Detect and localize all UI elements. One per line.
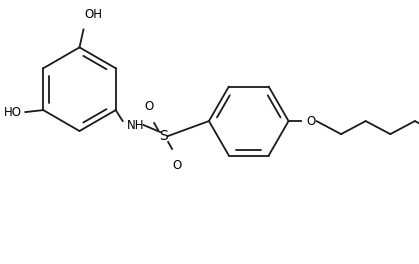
Text: O: O — [173, 159, 182, 172]
Text: HO: HO — [3, 106, 21, 119]
Text: OH: OH — [85, 8, 103, 21]
Text: O: O — [145, 100, 154, 113]
Text: O: O — [306, 115, 316, 128]
Text: S: S — [159, 129, 168, 143]
Text: NH: NH — [127, 119, 144, 131]
